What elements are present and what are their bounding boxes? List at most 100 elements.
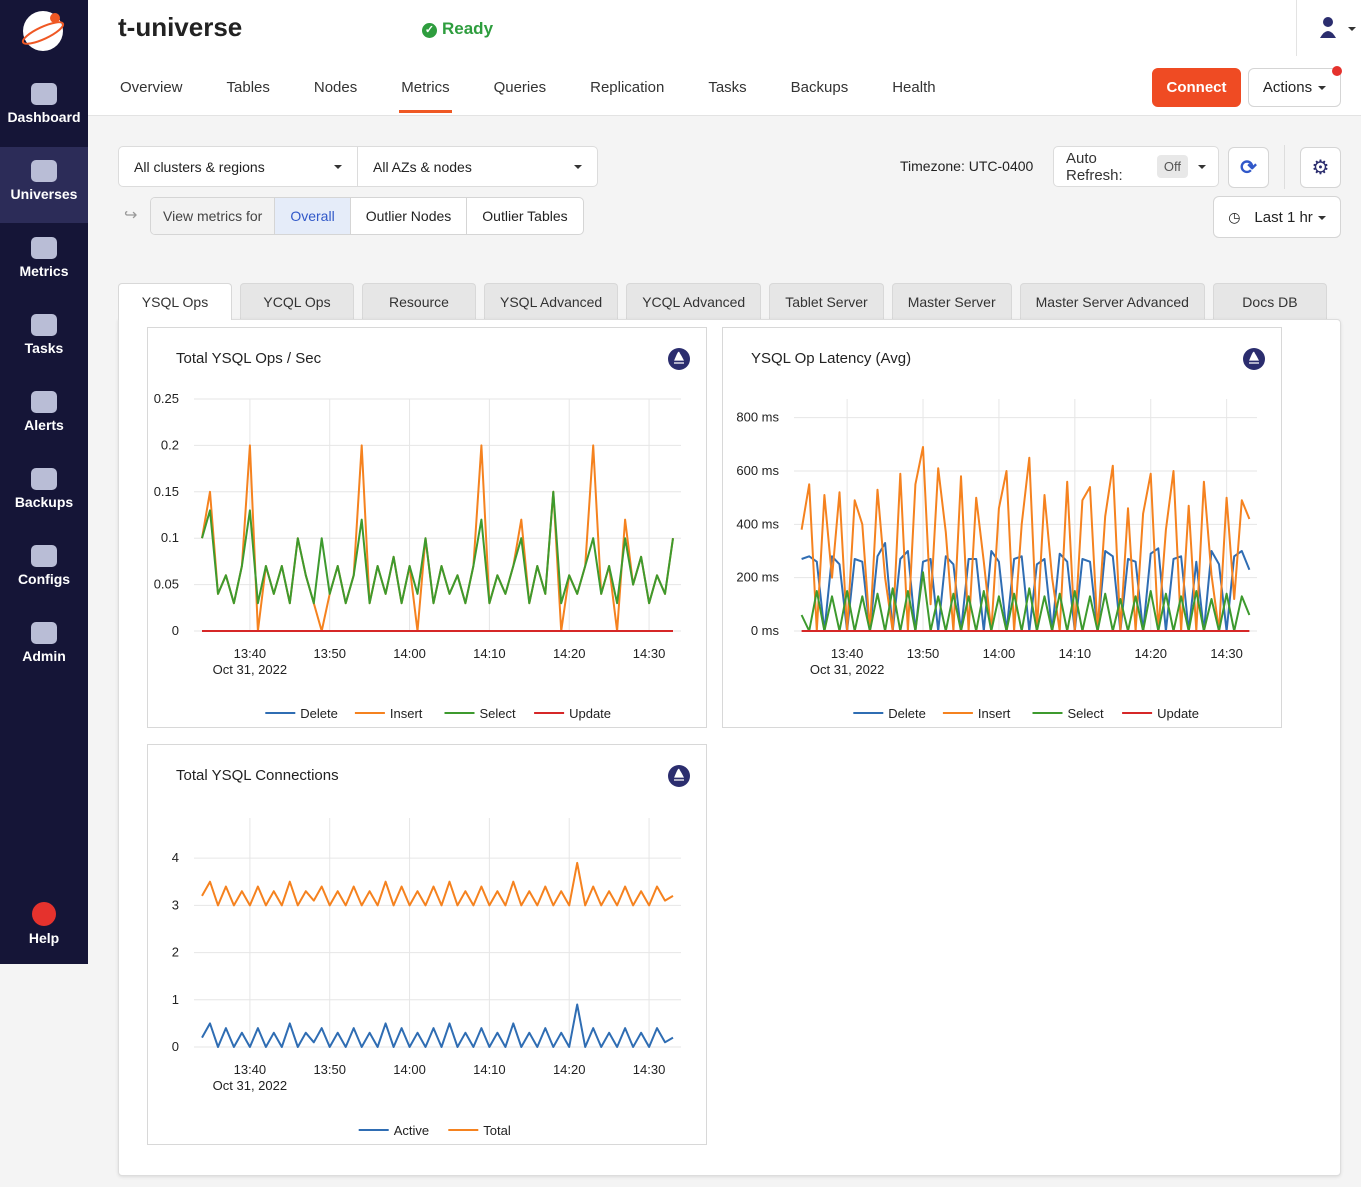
- chart-title: Total YSQL Ops / Sec: [176, 350, 322, 367]
- prometheus-icon: [668, 348, 690, 370]
- notification-dot: [1332, 66, 1342, 76]
- help[interactable]: Help: [0, 890, 88, 966]
- tab[interactable]: Metrics: [399, 79, 451, 113]
- y-tick-label: 1: [172, 992, 179, 1007]
- auto-refresh-value: Off: [1157, 155, 1188, 178]
- nav-item[interactable]: Universes: [0, 147, 88, 223]
- metric-tab[interactable]: YCQL Ops: [240, 283, 354, 319]
- tab[interactable]: Overview: [120, 79, 183, 113]
- refresh-button[interactable]: ⟳: [1228, 147, 1269, 188]
- y-tick-label: 800 ms: [736, 410, 779, 425]
- legend-label: Select: [1068, 706, 1105, 721]
- y-tick-label: 3: [172, 897, 179, 912]
- tab[interactable]: Health: [892, 79, 935, 113]
- nav-item[interactable]: Tasks: [0, 301, 88, 377]
- logo[interactable]: [20, 8, 66, 54]
- series-line: [202, 492, 673, 603]
- tab[interactable]: Queries: [494, 79, 547, 113]
- metric-tab[interactable]: Master Server Advanced: [1020, 283, 1205, 319]
- x-tick-label: 13:40: [234, 646, 267, 661]
- legend-label: Active: [394, 1123, 429, 1138]
- separator: [1296, 0, 1297, 56]
- chart-card: Total YSQL Ops / Sec13:4013:5014:0014:10…: [147, 327, 707, 728]
- y-tick-label: 600 ms: [736, 463, 779, 478]
- nav-item[interactable]: Backups: [0, 455, 88, 531]
- prometheus-icon: [668, 765, 690, 787]
- legend-label: Insert: [978, 706, 1011, 721]
- x-tick-label: 14:00: [393, 1062, 426, 1077]
- metric-tab[interactable]: Tablet Server: [769, 283, 883, 319]
- nav-icon: [31, 545, 57, 567]
- actions-label: Actions: [1263, 79, 1312, 96]
- chart-card: Total YSQL Connections13:4013:5014:0014:…: [147, 744, 707, 1145]
- nav-label: Dashboard: [0, 109, 88, 125]
- view-option[interactable]: Outlier Nodes: [350, 198, 467, 234]
- x-tick-label: 14:10: [473, 646, 506, 661]
- y-tick-label: 200 ms: [736, 570, 779, 585]
- auto-refresh-label: Auto Refresh:: [1066, 150, 1150, 184]
- tab[interactable]: Tables: [227, 79, 270, 113]
- view-option[interactable]: Overall: [274, 198, 349, 234]
- x-tick-label: 14:30: [633, 646, 666, 661]
- nav-item[interactable]: Alerts: [0, 378, 88, 454]
- tab[interactable]: Replication: [590, 79, 664, 113]
- nav-item[interactable]: Admin: [0, 609, 88, 685]
- legend-label: Update: [569, 706, 611, 721]
- caret: [1318, 216, 1326, 224]
- metric-tab[interactable]: Master Server: [892, 283, 1012, 319]
- nav-item[interactable]: Metrics: [0, 224, 88, 300]
- y-tick-label: 0: [172, 1039, 179, 1054]
- time-range-label: Last 1 hr: [1254, 209, 1312, 226]
- legend-label: Select: [480, 706, 517, 721]
- node-select[interactable]: All AZs & nodes: [357, 146, 598, 187]
- x-tick-label: 13:50: [313, 1062, 346, 1077]
- nav-item[interactable]: Configs: [0, 532, 88, 608]
- nav-icon: [31, 160, 57, 182]
- x-tick-label: 13:50: [907, 646, 940, 661]
- y-tick-label: 2: [172, 945, 179, 960]
- chart: Total YSQL Connections13:4013:5014:0014:…: [148, 745, 706, 1144]
- tab[interactable]: Backups: [791, 79, 849, 113]
- caret: [1198, 165, 1206, 173]
- chart-title: YSQL Op Latency (Avg): [751, 350, 911, 367]
- timezone: Timezone: UTC-0400: [900, 158, 1033, 174]
- y-tick-label: 0.05: [154, 577, 179, 592]
- connect-button[interactable]: Connect: [1152, 68, 1241, 107]
- tab[interactable]: Nodes: [314, 79, 357, 113]
- metric-tab[interactable]: Docs DB: [1213, 283, 1327, 319]
- y-tick-label: 0.1: [161, 530, 179, 545]
- nav-item[interactable]: Dashboard: [0, 70, 88, 146]
- settings-button[interactable]: ⚙: [1300, 147, 1341, 188]
- time-range-button[interactable]: ◷Last 1 hr: [1213, 196, 1341, 238]
- tab[interactable]: Tasks: [708, 79, 746, 113]
- nav-label: Configs: [0, 571, 88, 587]
- node-label: All AZs & nodes: [373, 159, 472, 175]
- view-metrics-label: View metrics for: [151, 198, 274, 234]
- view-option[interactable]: Outlier Tables: [466, 198, 582, 234]
- auto-refresh[interactable]: Auto Refresh: Off: [1053, 146, 1219, 187]
- help-icon: [32, 902, 56, 926]
- y-tick-label: 0.25: [154, 391, 179, 406]
- x-tick-label: 14:20: [553, 1062, 586, 1077]
- cluster-select[interactable]: All clusters & regions: [118, 146, 358, 187]
- arrow-icon: ↪: [124, 205, 137, 225]
- metric-tab[interactable]: YSQL Ops: [118, 283, 232, 320]
- chart-card: YSQL Op Latency (Avg)13:4013:5014:0014:1…: [722, 327, 1282, 728]
- x-tick-label: 13:40: [831, 646, 864, 661]
- x-tick-label: 14:20: [1134, 646, 1167, 661]
- user-menu[interactable]: [1320, 16, 1358, 40]
- help-label: Help: [0, 930, 88, 946]
- metric-tab[interactable]: YCQL Advanced: [626, 283, 761, 319]
- status: Ready: [422, 19, 493, 39]
- legend-label: Delete: [888, 706, 926, 721]
- x-tick-label: 14:10: [473, 1062, 506, 1077]
- x-tick-label: 14:10: [1059, 646, 1092, 661]
- cluster-label: All clusters & regions: [134, 159, 265, 175]
- nav-label: Tasks: [0, 340, 88, 356]
- metric-tab[interactable]: YSQL Advanced: [484, 283, 618, 319]
- tabs: Overview Tables Nodes Metrics Queries Replica…: [120, 79, 936, 113]
- y-tick-label: 4: [172, 850, 179, 865]
- metric-tab[interactable]: Resource: [362, 283, 476, 319]
- actions-button[interactable]: Actions: [1248, 68, 1341, 107]
- nav-icon: [31, 391, 57, 413]
